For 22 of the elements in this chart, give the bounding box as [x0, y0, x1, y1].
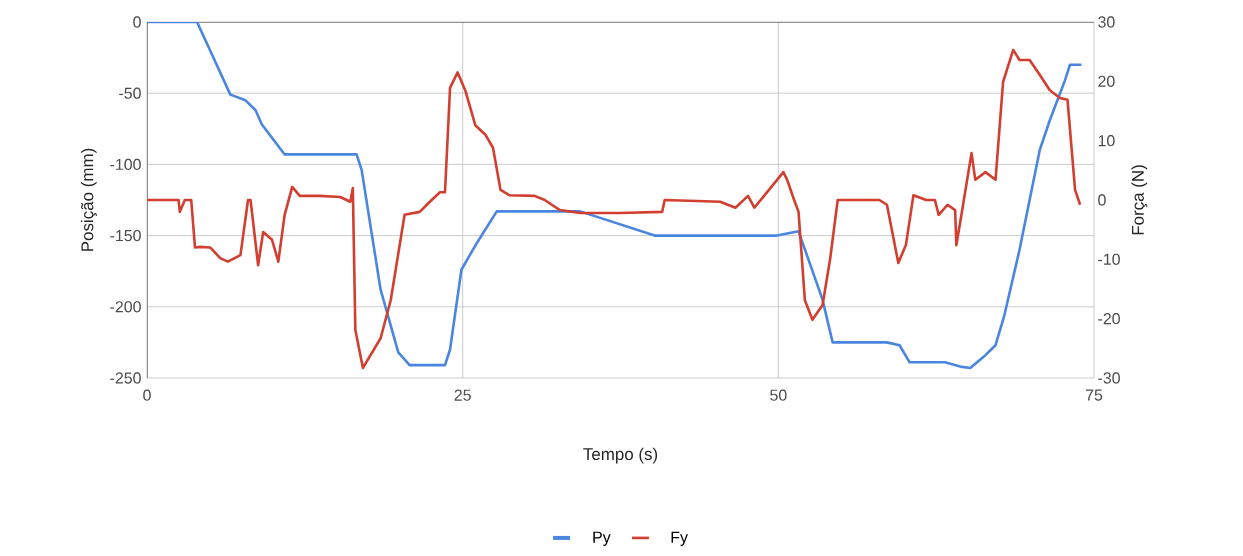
x-axis-title: Tempo (s): [583, 447, 658, 464]
y2-tick-label: -30: [1098, 372, 1120, 384]
y-tick-label: -50: [119, 87, 141, 99]
y-tick-label: -200: [110, 301, 141, 313]
x-tick-label: 50: [770, 389, 787, 401]
y2-tick-label: 0: [1098, 194, 1106, 206]
legend-label: Py: [593, 531, 611, 546]
y-tick-label: 0: [133, 16, 141, 28]
legend-label: Fy: [671, 531, 688, 546]
y-axis-title: Posição (mm): [80, 148, 97, 251]
x-tick-label: 25: [454, 389, 471, 401]
y2-axis-title: Força (N): [1131, 165, 1148, 235]
x-tick-label: 75: [1085, 389, 1103, 401]
y2-tick-label: -20: [1098, 313, 1120, 325]
y2-tick-label: 30: [1098, 16, 1115, 28]
y-tick-label: -100: [110, 158, 141, 171]
y-tick-label: -150: [110, 229, 141, 242]
y-tick-label: -250: [110, 372, 141, 384]
y2-tick-label: -10: [1098, 253, 1120, 265]
x-tick-label: 0: [143, 389, 151, 401]
y2-tick-label: 10: [1098, 135, 1115, 147]
y2-tick-label: 20: [1098, 75, 1115, 87]
